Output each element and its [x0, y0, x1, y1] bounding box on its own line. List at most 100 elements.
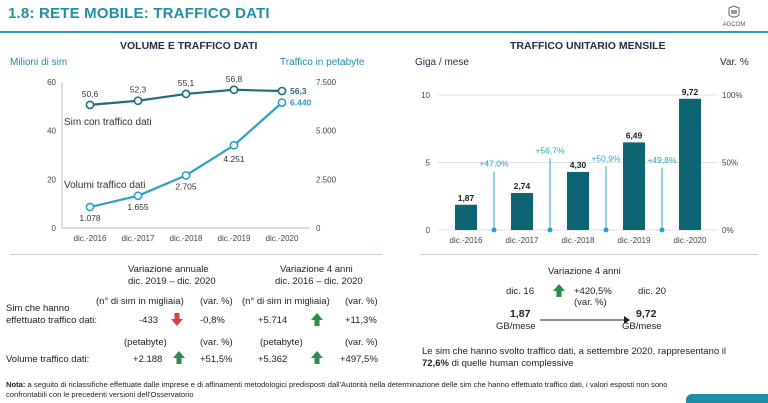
- right-y-tick-label: 0: [316, 224, 321, 233]
- summary-from-unit: GB/mese: [496, 321, 536, 332]
- row1-4y-abs: +5.714: [258, 315, 288, 326]
- logo-text: AGCOM: [723, 22, 746, 28]
- row1-4y-pct: +11,3%: [345, 315, 377, 326]
- page-indicator-bar: [686, 394, 768, 403]
- data-label: 1.078: [79, 213, 101, 223]
- header-rule: [0, 31, 768, 33]
- summary-to-unit: GB/mese: [622, 321, 662, 332]
- data-label: 4.251: [223, 154, 245, 164]
- series-point: [85, 100, 95, 110]
- bar: [511, 193, 533, 230]
- left-y-tick-label: 20: [47, 175, 56, 184]
- four-year-header-2: dic. 2016 – dic. 2020: [275, 276, 363, 287]
- variation-label: +56,7%: [535, 145, 565, 155]
- bar-left-axis-label: Giga / mese: [415, 57, 469, 68]
- series-point: [181, 170, 191, 180]
- divider-right: [420, 254, 758, 255]
- left-y-tick-label: 10: [421, 91, 430, 100]
- x-tick-label: dic.-2017: [122, 234, 155, 243]
- row2-4y-abs: +5.362: [258, 354, 288, 365]
- series1-label: Sim con traffico dati: [64, 117, 152, 128]
- row1-annual-abs: -433: [139, 315, 159, 326]
- summary-text-2-bold: 72,6%: [422, 358, 449, 369]
- bar: [455, 204, 477, 230]
- annual-header-1: Variazione annuale: [128, 264, 209, 275]
- variation-dot: [603, 227, 609, 233]
- bar-value-label: 2,74: [514, 181, 531, 191]
- x-tick-label: dic.-2016: [74, 234, 107, 243]
- series-point: [229, 85, 239, 95]
- data-label: 6.440: [290, 98, 312, 108]
- data-label: 52,3: [130, 85, 147, 95]
- summary-text-2-rest: di quelle human complessive: [448, 358, 574, 369]
- row2-annual-pct: +51,5%: [200, 354, 233, 365]
- summary-header: Variazione 4 anni: [548, 266, 621, 277]
- page-title: 1.8: RETE MOBILE: TRAFFICO DATI: [8, 5, 270, 22]
- footnote-text: a seguito di riclassifiche effettuate da…: [6, 380, 668, 399]
- series2-label: Volumi traffico dati: [64, 180, 146, 191]
- series-point: [277, 98, 287, 108]
- x-tick-label: dic.-2018: [562, 236, 595, 245]
- right-y-tick-label: 50%: [722, 159, 738, 168]
- right-y-tick-label: 0%: [722, 226, 734, 235]
- data-label: 55,1: [178, 78, 195, 88]
- variation-label: +47,0%: [479, 159, 509, 169]
- bar-value-label: 1,87: [458, 193, 475, 203]
- x-tick-label: dic.-2019: [618, 236, 651, 245]
- summary-from-label: dic. 16: [506, 286, 534, 297]
- left-axis-label: Milioni di sim: [10, 57, 68, 68]
- bar: [623, 142, 645, 230]
- annual-header-2: dic. 2019 – dic. 2020: [128, 276, 216, 287]
- row1-annual-pct: -0,8%: [200, 315, 225, 326]
- row2-4y-pct: +497,5%: [340, 354, 378, 365]
- summary-pct-unit: (var. %): [574, 297, 607, 308]
- x-tick-label: dic.-2020: [674, 236, 707, 245]
- up-arrow-icon: [553, 284, 565, 297]
- bar-chart: 05100%50%100%1,87dic.-20162,74dic.-20174…: [421, 87, 742, 245]
- row1-unit-annual-abs: (n° di sim in migliaia): [96, 296, 184, 307]
- data-label: 56,8: [226, 74, 243, 84]
- row2-unit-annual-abs: (petabyte): [124, 337, 167, 348]
- summary-text-1: Le sim che hanno svolto traffico dati, a…: [422, 346, 727, 357]
- series-point: [133, 96, 143, 106]
- row1-unit-4y-abs: (n° di sim in migliaia): [242, 296, 330, 307]
- summary-text-2: 72,6% di quelle human complessive: [422, 358, 574, 369]
- data-label: 1.655: [127, 202, 149, 212]
- x-tick-label: dic.-2019: [218, 234, 251, 243]
- right-y-tick-label: 7.500: [316, 78, 337, 87]
- right-panel-title: TRAFFICO UNITARIO MENSILE: [510, 40, 666, 52]
- data-label: 56,3: [290, 86, 307, 96]
- right-y-tick-label: 100%: [722, 91, 742, 100]
- up-arrow-icon: [311, 313, 323, 326]
- series-point: [133, 191, 143, 201]
- series-point: [181, 89, 191, 99]
- row2-label: Volume traffico dati:: [6, 354, 90, 365]
- summary-from-value: 1,87: [510, 308, 531, 320]
- data-label: 2.705: [175, 181, 197, 191]
- up-arrow-icon: [173, 351, 185, 364]
- left-y-tick-label: 0: [426, 226, 431, 235]
- bar-value-label: 9,72: [682, 87, 699, 97]
- series-point: [277, 86, 287, 96]
- summary-to-value: 9,72: [636, 308, 657, 320]
- agcom-logo: AGCOM: [723, 5, 746, 28]
- bar: [679, 98, 701, 230]
- variation-dot: [659, 227, 665, 233]
- right-y-tick-label: 2.500: [316, 175, 337, 184]
- row1-unit-annual-pct: (var. %): [200, 296, 233, 307]
- line-chart: 0 20 40 60 0 2.500 5.000 7.500 dic.-2016 dic.-201…: [47, 74, 337, 243]
- up-arrow-icon: [311, 351, 323, 364]
- footnote: Nota: a seguito di riclassifiche effettu…: [6, 380, 706, 400]
- variation-label: +50,9%: [591, 153, 621, 163]
- divider-left: [10, 254, 382, 255]
- series-point: [85, 202, 95, 212]
- down-arrow-icon: [171, 313, 183, 326]
- left-y-tick-label: 5: [426, 159, 431, 168]
- four-year-header-1: Variazione 4 anni: [280, 264, 353, 275]
- row2-unit-4y-abs: (petabyte): [260, 337, 303, 348]
- row2-unit-annual-pct: (var. %): [200, 337, 233, 348]
- arrow-right-icon: [540, 316, 630, 324]
- variation-label: +49,8%: [647, 155, 677, 165]
- bar-value-label: 6,49: [626, 130, 643, 140]
- right-y-tick-label: 5.000: [316, 127, 337, 136]
